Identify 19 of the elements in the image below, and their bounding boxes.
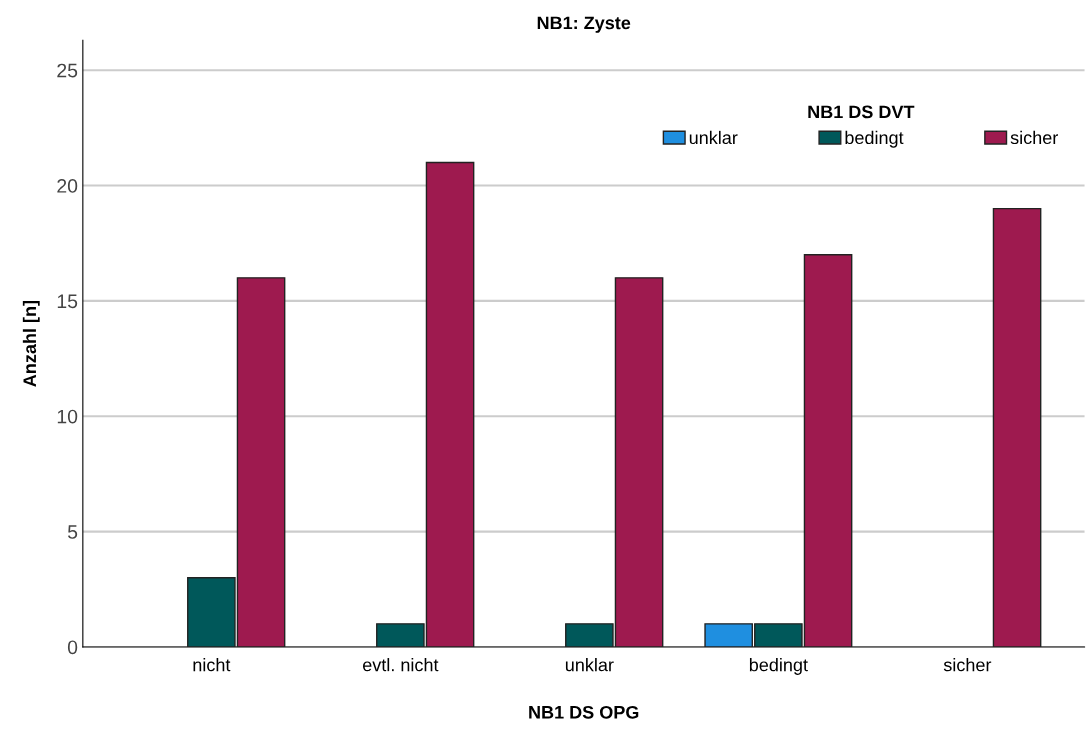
y-axis-title: Anzahl [n] xyxy=(22,300,40,387)
x-axis-title: NB1 DS OPG xyxy=(529,705,639,719)
bar xyxy=(992,207,1042,647)
legend-label: sicher xyxy=(1010,130,1058,145)
chart-title: NB1: Zyste xyxy=(537,16,631,33)
y-tick-label: 25 xyxy=(57,63,78,78)
legend-label: unklar xyxy=(689,130,738,145)
x-tick-label: nicht xyxy=(193,658,231,672)
x-tick-label: sicher xyxy=(943,658,992,672)
y-tick-label: 5 xyxy=(67,525,78,539)
y-tick-label: 20 xyxy=(57,179,78,193)
y-tick-label: 10 xyxy=(57,409,78,424)
legend-title: NB1 DS DVT xyxy=(808,105,915,119)
x-tick-label: evtl. nicht xyxy=(363,658,439,672)
y-tick-label: 15 xyxy=(57,294,78,309)
x-tick-label: bedingt xyxy=(749,658,808,675)
legend-label: bedingt xyxy=(845,130,904,148)
y-tick-label: 0 xyxy=(67,640,78,655)
x-tick-label: unklar xyxy=(565,658,614,672)
